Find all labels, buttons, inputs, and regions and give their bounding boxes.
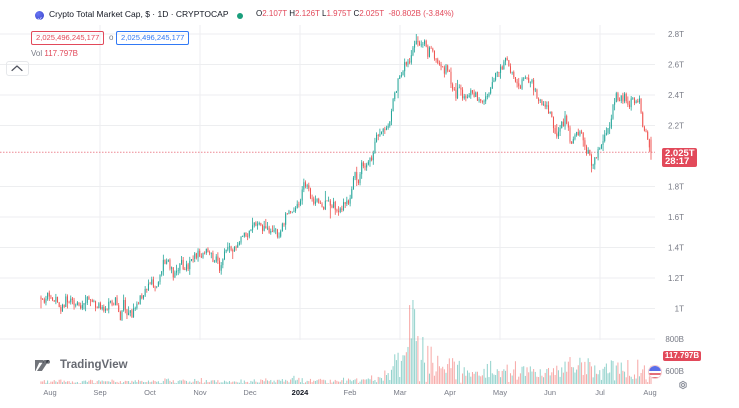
svg-text:Oct: Oct bbox=[144, 388, 157, 397]
svg-text:May: May bbox=[493, 388, 507, 397]
svg-text:Sep: Sep bbox=[93, 388, 106, 397]
svg-text:1.2T: 1.2T bbox=[668, 274, 684, 283]
svg-text:Dec: Dec bbox=[243, 388, 257, 397]
svg-text:2.2T: 2.2T bbox=[668, 121, 684, 130]
svg-text:1.6T: 1.6T bbox=[668, 213, 684, 222]
svg-text:1T: 1T bbox=[675, 304, 684, 313]
svg-text:Mar: Mar bbox=[394, 388, 407, 397]
svg-text:2024: 2024 bbox=[292, 388, 310, 397]
svg-text:2.6T: 2.6T bbox=[668, 60, 684, 69]
svg-text:Jul: Jul bbox=[595, 388, 605, 397]
svg-text:Aug: Aug bbox=[43, 388, 56, 397]
svg-text:600B: 600B bbox=[665, 367, 684, 376]
svg-text:Nov: Nov bbox=[193, 388, 207, 397]
svg-text:2.4T: 2.4T bbox=[668, 91, 684, 100]
svg-text:Feb: Feb bbox=[344, 388, 357, 397]
svg-text:Jun: Jun bbox=[544, 388, 556, 397]
svg-text:800B: 800B bbox=[665, 335, 684, 344]
svg-text:1.4T: 1.4T bbox=[668, 243, 684, 252]
svg-text:2.8T: 2.8T bbox=[668, 30, 684, 39]
svg-text:Apr: Apr bbox=[444, 388, 456, 397]
svg-text:Aug: Aug bbox=[643, 388, 656, 397]
svg-text:1.8T: 1.8T bbox=[668, 182, 684, 191]
